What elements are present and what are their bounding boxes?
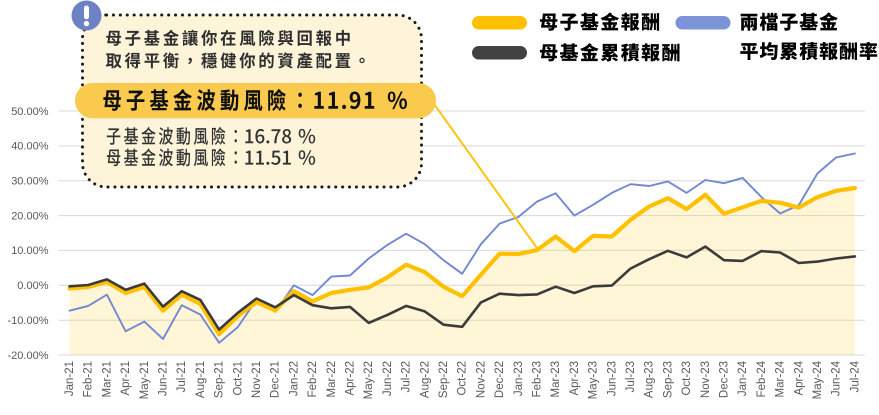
svg-text:Jun-22: Jun-22 <box>382 361 394 396</box>
svg-text:Jul-21: Jul-21 <box>176 361 188 392</box>
svg-text:Oct-23: Oct-23 <box>681 361 693 396</box>
svg-text:Feb-23: Feb-23 <box>532 361 544 397</box>
svg-text:Mar-22: Mar-22 <box>326 361 338 397</box>
svg-text:Dec-23: Dec-23 <box>719 361 731 398</box>
svg-text:40.00%: 40.00% <box>11 141 49 153</box>
svg-text:Feb-22: Feb-22 <box>307 361 319 397</box>
svg-text:Sep-23: Sep-23 <box>662 361 674 398</box>
svg-text:Apr-23: Apr-23 <box>569 361 581 396</box>
svg-text:Jun-23: Jun-23 <box>606 361 618 396</box>
svg-text:May-24: May-24 <box>812 360 824 399</box>
svg-text:Jan-22: Jan-22 <box>288 361 300 396</box>
svg-text:Apr-22: Apr-22 <box>345 361 357 396</box>
svg-text:30.00%: 30.00% <box>11 176 49 188</box>
svg-text:Aug-22: Aug-22 <box>419 361 431 398</box>
svg-text:Jul-22: Jul-22 <box>401 361 413 392</box>
svg-text:Apr-21: Apr-21 <box>120 361 132 396</box>
svg-text:Sep-22: Sep-22 <box>438 361 450 398</box>
svg-text:Aug-21: Aug-21 <box>195 361 207 398</box>
svg-text:Oct-22: Oct-22 <box>457 361 469 396</box>
svg-text:May-23: May-23 <box>588 361 600 399</box>
svg-text:-10.00%: -10.00% <box>8 315 49 327</box>
svg-text:Dec-21: Dec-21 <box>270 361 282 398</box>
svg-text:Apr-24: Apr-24 <box>793 360 805 395</box>
svg-text:Jan-24: Jan-24 <box>737 360 749 396</box>
svg-text:50.00%: 50.00% <box>11 106 49 118</box>
svg-text:Mar-23: Mar-23 <box>550 361 562 397</box>
svg-text:Feb-24: Feb-24 <box>756 360 768 397</box>
svg-text:Aug-23: Aug-23 <box>644 361 656 398</box>
svg-text:Nov-22: Nov-22 <box>475 361 487 398</box>
svg-text:Sep-21: Sep-21 <box>214 361 226 398</box>
svg-text:Mar-24: Mar-24 <box>775 360 787 397</box>
svg-text:Dec-22: Dec-22 <box>494 361 506 398</box>
svg-text:0.00%: 0.00% <box>17 280 48 292</box>
svg-text:Jan-23: Jan-23 <box>513 361 525 396</box>
svg-text:Nov-23: Nov-23 <box>700 361 712 398</box>
svg-text:Jun-24: Jun-24 <box>831 360 843 396</box>
svg-text:-20.00%: -20.00% <box>8 350 49 362</box>
svg-text:Nov-21: Nov-21 <box>251 361 263 398</box>
svg-text:Mar-21: Mar-21 <box>101 361 113 397</box>
svg-text:Jun-21: Jun-21 <box>158 361 170 396</box>
svg-text:20.00%: 20.00% <box>11 210 49 222</box>
svg-text:Jul-23: Jul-23 <box>625 361 637 392</box>
svg-text:Oct-21: Oct-21 <box>232 361 244 396</box>
svg-text:Jul-24: Jul-24 <box>849 360 861 392</box>
svg-text:May-21: May-21 <box>139 361 151 399</box>
svg-text:Jan-21: Jan-21 <box>64 361 76 396</box>
svg-text:10.00%: 10.00% <box>11 245 49 257</box>
svg-text:Feb-21: Feb-21 <box>83 361 95 397</box>
svg-text:May-22: May-22 <box>363 361 375 399</box>
